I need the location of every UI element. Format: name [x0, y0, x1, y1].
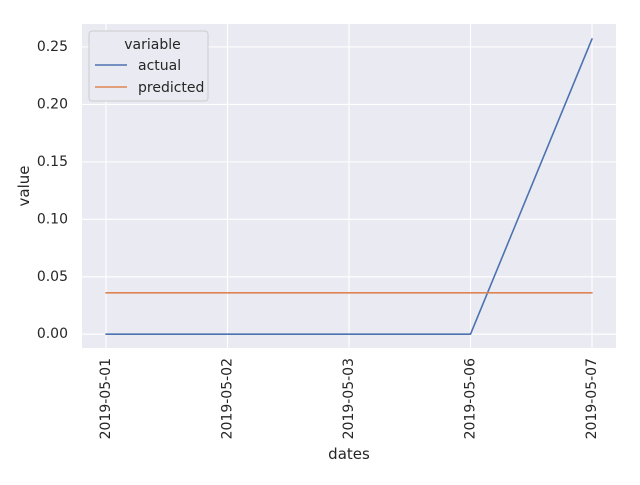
legend: variable actual predicted: [88, 30, 209, 102]
y-tick-label: 0.25: [37, 39, 68, 55]
legend-title: variable: [124, 37, 180, 53]
legend-label-predicted: predicted: [138, 80, 204, 96]
y-tick-label: 0.00: [37, 326, 68, 342]
x-tick-label: 2019-05-03: [341, 358, 357, 439]
x-tick-label: 2019-05-02: [220, 358, 236, 439]
x-tick-label: 2019-05-01: [98, 358, 114, 439]
y-tick-label: 0.15: [37, 154, 68, 170]
legend-label-actual: actual: [138, 58, 181, 74]
legend-box: [88, 30, 209, 102]
series-line-actual: [105, 38, 593, 336]
tick-labels: 2019-05-01 2019-05-02 2019-05-03 2019-05-06…: [37, 39, 600, 439]
series-layer: [105, 38, 593, 336]
x-tick-label: 2019-05-07: [584, 358, 600, 439]
y-axis-label: value: [15, 166, 33, 207]
y-tick-label: 0.10: [37, 211, 68, 227]
x-tick-label: 2019-05-06: [463, 358, 479, 439]
y-tick-label: 0.20: [37, 96, 68, 112]
x-axis-label: dates: [328, 445, 370, 463]
legend-items: actual predicted: [95, 58, 204, 96]
grid: [82, 24, 616, 348]
y-tick-label: 0.05: [37, 269, 68, 285]
